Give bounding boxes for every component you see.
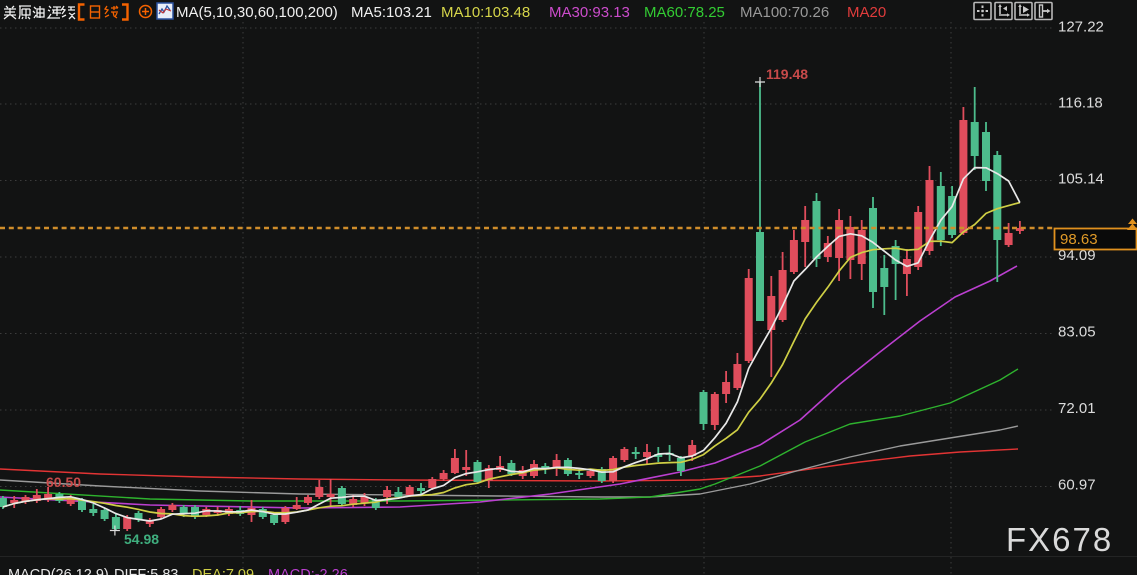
svg-text:98.63: 98.63	[1060, 231, 1098, 248]
svg-text:MA5:103.21: MA5:103.21	[351, 4, 432, 21]
svg-text:MA(5,10,30,60,100,200): MA(5,10,30,60,100,200)	[176, 4, 338, 21]
svg-text:MA10:103.48: MA10:103.48	[441, 4, 530, 21]
svg-text:MA60:78.25: MA60:78.25	[644, 4, 725, 21]
svg-text:FX678: FX678	[1006, 521, 1113, 558]
svg-text:DEA:7.09: DEA:7.09	[192, 567, 254, 575]
svg-text:MACD:-2.26: MACD:-2.26	[268, 567, 348, 575]
svg-text:94.09: 94.09	[1058, 247, 1096, 264]
svg-text:MA100:70.26: MA100:70.26	[740, 4, 829, 21]
svg-text:MA30:93.13: MA30:93.13	[549, 4, 630, 21]
svg-text:127.22: 127.22	[1058, 19, 1104, 36]
svg-text:119.48: 119.48	[766, 66, 808, 82]
svg-text:54.98: 54.98	[124, 531, 159, 547]
svg-text:DIFF:5.83: DIFF:5.83	[114, 567, 178, 575]
svg-text:83.05: 83.05	[1058, 324, 1096, 341]
svg-text:MA20: MA20	[847, 4, 886, 21]
svg-text:72.01: 72.01	[1058, 400, 1096, 417]
svg-text:60.50: 60.50	[46, 474, 81, 490]
svg-text:MACD(26,12,9): MACD(26,12,9)	[8, 567, 109, 575]
svg-text:60.97: 60.97	[1058, 477, 1096, 494]
svg-text:116.18: 116.18	[1058, 95, 1103, 112]
svg-text:105.14: 105.14	[1058, 171, 1104, 188]
